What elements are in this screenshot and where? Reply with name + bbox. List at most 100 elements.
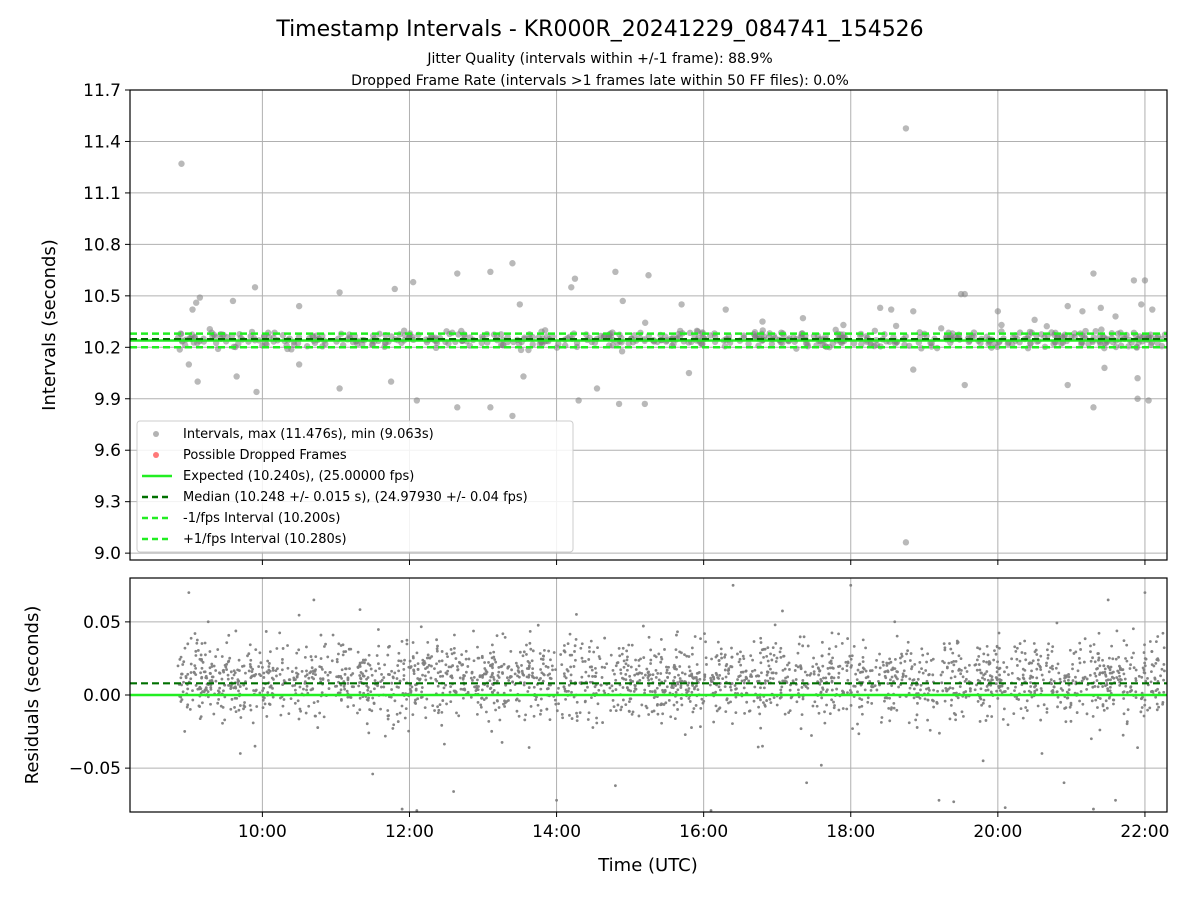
residuals-point	[895, 708, 899, 712]
residuals-point	[1124, 684, 1128, 688]
residuals-point	[1091, 685, 1095, 689]
residuals-point	[238, 685, 242, 688]
residuals-point	[674, 690, 678, 694]
residuals-point	[579, 646, 583, 650]
residuals-point	[683, 733, 687, 737]
intervals-point	[1136, 333, 1144, 340]
residuals-point	[641, 676, 645, 680]
residuals-point	[489, 675, 493, 679]
residuals-point	[703, 632, 706, 636]
residuals-point	[362, 674, 366, 678]
residuals-point	[357, 684, 361, 688]
residuals-point	[912, 687, 916, 691]
residuals-point	[248, 704, 252, 707]
residuals-point	[849, 657, 853, 661]
residuals-point	[255, 705, 259, 708]
residuals-point	[1039, 718, 1043, 722]
residuals-point	[723, 655, 726, 659]
residuals-point	[664, 701, 668, 705]
intervals-point	[645, 272, 652, 279]
residuals-point	[890, 684, 894, 688]
residuals-point	[1082, 677, 1086, 681]
residuals-point	[262, 671, 266, 675]
residuals-point	[931, 698, 934, 702]
residuals-point	[626, 655, 629, 659]
residuals-point	[756, 745, 760, 749]
residuals-point	[556, 691, 559, 695]
residuals-point	[439, 675, 442, 678]
residuals-point	[312, 701, 316, 705]
residuals-point	[1076, 669, 1080, 673]
residuals-point	[901, 672, 905, 676]
residuals-point	[403, 658, 406, 662]
residuals-point	[845, 669, 849, 672]
residuals-point	[730, 681, 734, 685]
residuals-point	[915, 726, 919, 729]
intervals-point	[876, 304, 884, 312]
residuals-point	[320, 691, 324, 695]
intervals-point	[1064, 302, 1071, 310]
residuals-point	[850, 654, 854, 658]
residuals-point	[517, 699, 521, 703]
residuals-point	[624, 678, 628, 682]
intervals-point	[1112, 313, 1119, 320]
residuals-point	[518, 650, 522, 654]
intervals-y-tick-label: 11.4	[83, 132, 121, 152]
residuals-point	[948, 642, 951, 645]
intervals-point	[799, 314, 807, 322]
residuals-point	[828, 666, 832, 670]
residuals-point	[529, 704, 533, 708]
residuals-point	[1093, 660, 1097, 664]
residuals-point	[562, 685, 566, 689]
residuals-point	[407, 729, 411, 733]
residuals-point	[1119, 678, 1123, 682]
residuals-point	[1125, 643, 1129, 647]
residuals-point	[1121, 733, 1125, 737]
residuals-point	[691, 684, 694, 687]
residuals-point	[640, 703, 644, 707]
residuals-point	[390, 681, 394, 685]
intervals-point	[685, 369, 693, 377]
residuals-point	[751, 658, 754, 662]
residuals-point	[779, 688, 783, 692]
intervals-point	[336, 385, 343, 392]
residuals-point	[268, 703, 272, 706]
residuals-point	[944, 687, 948, 690]
residuals-point	[830, 680, 834, 684]
residuals-point	[1154, 662, 1158, 665]
residuals-point	[1129, 685, 1133, 689]
intervals-point	[571, 275, 579, 282]
residuals-point	[542, 673, 546, 677]
residuals-point	[583, 659, 587, 663]
intervals-point	[740, 332, 747, 339]
residuals-point	[326, 655, 330, 659]
intervals-point	[910, 308, 917, 315]
residuals-point	[305, 673, 309, 677]
legend-label-minus-fps: -1/fps Interval (10.200s)	[183, 511, 340, 526]
residuals-point	[685, 654, 689, 658]
residuals-point	[319, 677, 322, 681]
chart-title: Timestamp Intervals - KR000R_20241229_08…	[275, 17, 923, 42]
residuals-point	[491, 691, 495, 695]
residuals-point	[423, 706, 427, 709]
intervals-point	[1031, 316, 1038, 324]
residuals-point	[316, 726, 320, 729]
residuals-point	[1160, 667, 1164, 671]
residuals-point	[1106, 598, 1110, 602]
residuals-point	[483, 661, 487, 664]
residuals-point	[367, 653, 371, 657]
residuals-point	[647, 635, 651, 639]
residuals-point	[679, 696, 683, 700]
residuals-point	[714, 704, 718, 708]
residuals-point	[293, 701, 297, 705]
intervals-point	[1145, 397, 1152, 404]
residuals-point	[1118, 668, 1122, 671]
residuals-point	[984, 688, 988, 692]
residuals-point	[794, 678, 798, 681]
residuals-point	[204, 653, 207, 657]
residuals-point	[1102, 664, 1106, 668]
residuals-point	[197, 704, 201, 708]
residuals-point	[998, 646, 1001, 650]
residuals-point	[762, 686, 766, 690]
residuals-point	[267, 668, 271, 672]
